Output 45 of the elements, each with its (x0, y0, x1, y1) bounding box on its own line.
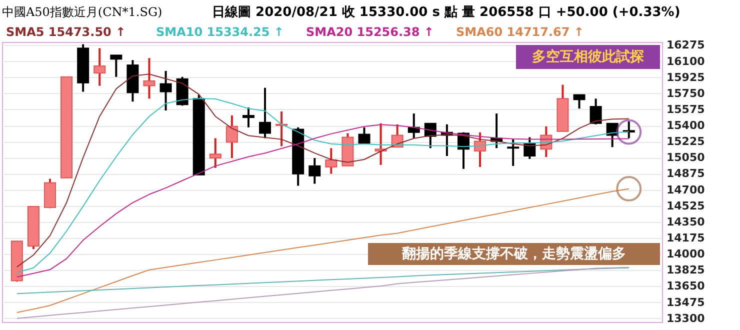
candlestick (242, 106, 254, 128)
y-tick-label: 13650 (666, 280, 706, 293)
candlestick (308, 157, 321, 185)
y-tick-label: 13300 (666, 312, 706, 325)
y-tick-label: 14525 (666, 199, 705, 212)
y-tick-label: 16100 (666, 54, 706, 68)
y-tick-label: 14700 (666, 183, 706, 196)
candlestick (325, 147, 338, 175)
y-tick-label: 15925 (666, 70, 705, 84)
y-tick-label: 14175 (666, 232, 705, 244)
candlestick (358, 126, 370, 144)
candlestick (474, 131, 486, 168)
y-tick-label: 15750 (666, 86, 706, 100)
text: SMA20 15256.38 ↑ (306, 25, 434, 39)
candlestick (590, 98, 602, 126)
line-series (16, 266, 630, 319)
y-tick-label: 13825 (666, 264, 705, 277)
candlestick (94, 47, 106, 87)
candlestick (160, 70, 172, 112)
y-tick-label: 14350 (666, 215, 706, 228)
line-series (16, 74, 630, 268)
candlestick (209, 137, 222, 169)
candlestick (143, 57, 156, 100)
annotation: 翻揚的季線支撐不破，走勢震盪偏多 (401, 245, 626, 262)
candlestick (226, 114, 238, 160)
y-tick-label: 15225 (666, 135, 705, 148)
y-tick-label: 15050 (666, 151, 706, 164)
text: SMA60 14717.67 ↑ (456, 25, 584, 39)
line-series (16, 267, 630, 294)
y-tick-label: 13475 (666, 296, 705, 309)
y-tick-label: 15400 (666, 119, 706, 132)
candlestick (573, 94, 586, 110)
text: SMA5 15473.50 ↑ (6, 25, 126, 39)
annotation: 多空互相彼此試探 (532, 48, 645, 65)
candlestick (507, 138, 520, 167)
candlestick (110, 54, 122, 78)
chart-title: 中國A50指數近月(CN*1.SG) (2, 5, 162, 19)
y-tick-label: 15575 (666, 102, 705, 116)
y-tick-label: 14875 (666, 167, 705, 180)
y-tick-label: 16275 (666, 38, 705, 52)
y-tick-label: 14000 (666, 248, 706, 261)
text: SMA10 15334.25 ↑ (156, 25, 284, 39)
candlestick (259, 86, 272, 140)
chart-subtitle: 日線圖 2020/08/21 收 15330.00 s 點 量 206558 口 +50.00 (+0.33%) (212, 5, 680, 20)
line-series (16, 124, 630, 278)
